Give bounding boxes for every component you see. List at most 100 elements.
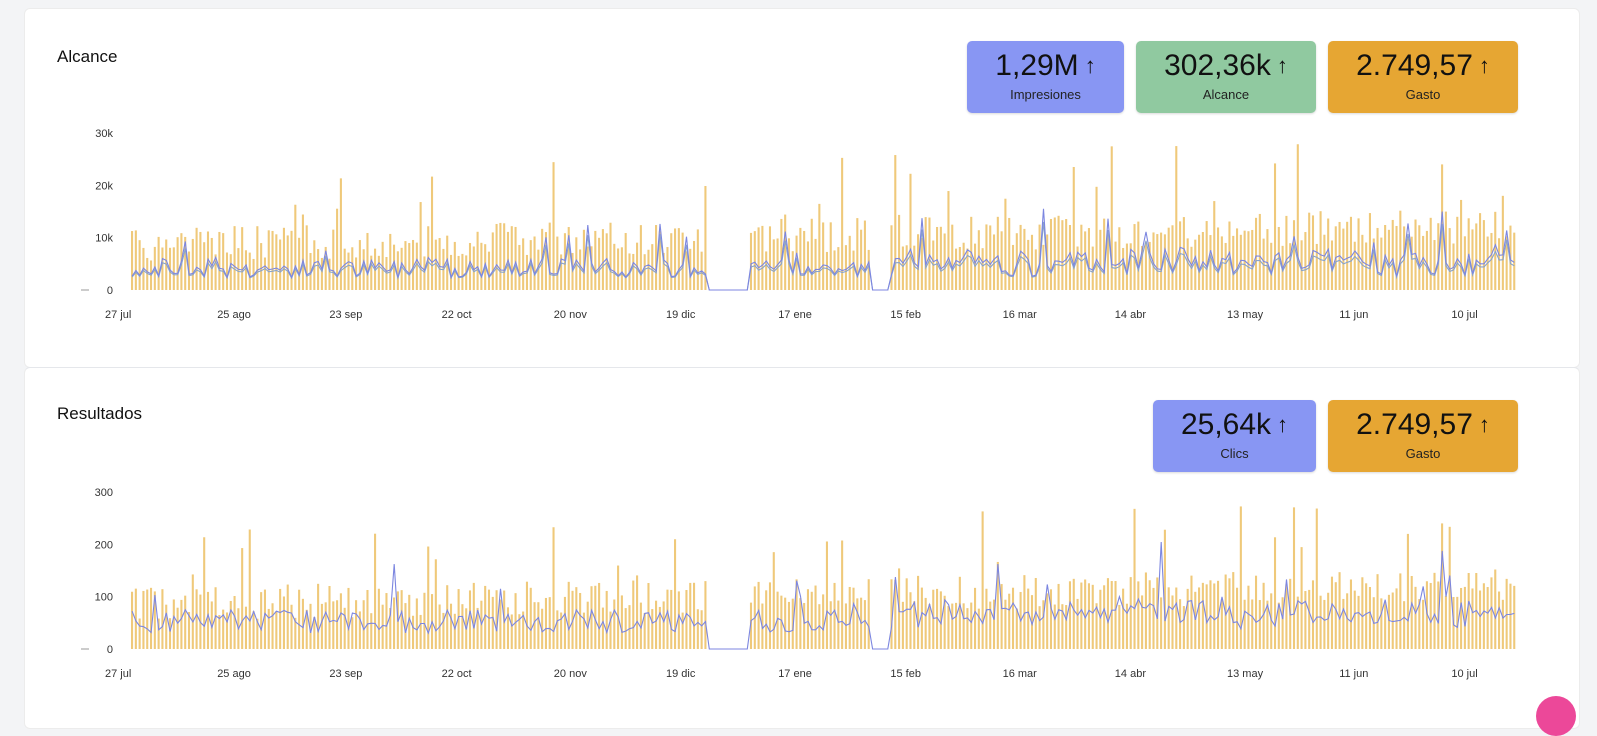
daily-bar: [1038, 606, 1041, 649]
daily-bar: [1053, 604, 1056, 649]
daily-bar: [1482, 583, 1485, 649]
x-tick-label: 22 oct: [442, 668, 472, 680]
daily-bar: [943, 233, 946, 290]
daily-bar: [1072, 578, 1075, 649]
reach-stat[interactable]: 302,36k ↑ Alcance: [1136, 41, 1316, 113]
daily-bar: [901, 601, 904, 649]
daily-bar: [917, 575, 920, 649]
daily-bar: [1103, 585, 1106, 649]
daily-bar: [894, 155, 897, 290]
daily-bar: [370, 613, 373, 649]
daily-bar: [639, 602, 642, 649]
daily-bar: [1463, 586, 1466, 649]
daily-bar: [1156, 234, 1159, 290]
x-tick-label: 15 feb: [890, 668, 921, 680]
daily-bar: [947, 605, 950, 649]
daily-bar: [362, 249, 365, 290]
daily-bar: [1349, 579, 1353, 649]
daily-bar: [1387, 594, 1390, 649]
daily-bar: [1076, 598, 1079, 649]
daily-bar: [142, 590, 145, 649]
daily-bar: [936, 226, 939, 290]
daily-bar: [818, 203, 821, 290]
daily-bar: [317, 249, 320, 290]
impressions-stat[interactable]: 1,29M ↑ Impresiones: [967, 41, 1124, 113]
daily-bar: [514, 226, 517, 290]
daily-bar: [567, 227, 570, 290]
daily-bar: [305, 225, 308, 290]
daily-bar: [548, 222, 551, 290]
daily-bar: [411, 615, 415, 649]
daily-bar: [275, 234, 278, 290]
daily-bar: [803, 230, 806, 290]
daily-bar: [279, 239, 282, 290]
daily-bar: [1463, 236, 1466, 290]
daily-bar: [408, 243, 411, 290]
daily-bar: [510, 614, 513, 649]
daily-bar: [279, 588, 282, 649]
daily-bar: [301, 598, 304, 649]
daily-bar: [1456, 216, 1459, 290]
daily-bar: [305, 609, 308, 649]
daily-bar: [1330, 576, 1334, 649]
daily-bar: [677, 228, 680, 290]
daily-bar: [1498, 591, 1501, 649]
daily-bar: [647, 583, 650, 649]
daily-bar: [1008, 593, 1011, 649]
daily-bar: [1152, 232, 1155, 290]
daily-bar: [1087, 228, 1090, 290]
daily-bar: [609, 222, 612, 290]
clicks-stat[interactable]: 25,64k ↑ Clics: [1153, 400, 1316, 472]
daily-bar: [506, 607, 510, 649]
daily-bar: [1441, 523, 1444, 649]
daily-bar: [860, 229, 863, 290]
daily-bar: [989, 225, 992, 290]
daily-bar: [848, 235, 851, 290]
spend-stat-results[interactable]: 2.749,57 ↑ Gasto: [1328, 400, 1518, 472]
daily-bar: [1198, 587, 1201, 649]
daily-bar: [784, 597, 787, 649]
daily-bar: [624, 233, 627, 290]
daily-bar: [138, 240, 141, 290]
daily-bar: [685, 251, 688, 290]
daily-bar: [867, 579, 870, 649]
daily-bar: [1095, 603, 1098, 649]
daily-bar: [992, 599, 996, 649]
daily-bar: [146, 589, 149, 649]
daily-bar: [149, 587, 153, 649]
help-button[interactable]: [1536, 696, 1576, 736]
daily-bar: [1471, 229, 1474, 290]
daily-bar: [1403, 601, 1406, 649]
daily-bar: [795, 235, 798, 290]
daily-bar: [1300, 240, 1303, 290]
daily-bar: [1023, 575, 1026, 649]
x-tick-label: 16 mar: [1003, 668, 1038, 680]
spend-stat[interactable]: 2.749,57 ↑ Gasto: [1328, 41, 1518, 113]
daily-bar: [332, 601, 335, 649]
daily-bar: [1015, 233, 1018, 290]
daily-bar: [419, 202, 422, 290]
daily-bar: [1160, 597, 1163, 649]
daily-bar: [1137, 221, 1140, 290]
x-tick-label: 23 sep: [329, 309, 362, 321]
daily-bar: [1030, 234, 1034, 290]
daily-bar: [947, 191, 950, 290]
daily-bar: [229, 254, 232, 290]
daily-bar: [867, 249, 870, 290]
x-tick-label: 10 jul: [1451, 668, 1477, 680]
daily-bar: [1444, 211, 1447, 290]
daily-bar: [358, 240, 361, 290]
daily-bar: [753, 231, 756, 290]
daily-bar: [799, 227, 802, 290]
daily-bar: [210, 237, 213, 290]
daily-bar: [833, 250, 836, 290]
daily-bar: [814, 238, 817, 290]
daily-bar: [389, 233, 392, 290]
daily-bar: [271, 230, 274, 290]
daily-bar: [313, 240, 316, 290]
daily-bar: [1433, 240, 1436, 290]
daily-bar: [905, 578, 908, 649]
daily-bar: [924, 597, 927, 649]
daily-bar: [1285, 584, 1288, 649]
daily-bar: [1429, 217, 1432, 290]
